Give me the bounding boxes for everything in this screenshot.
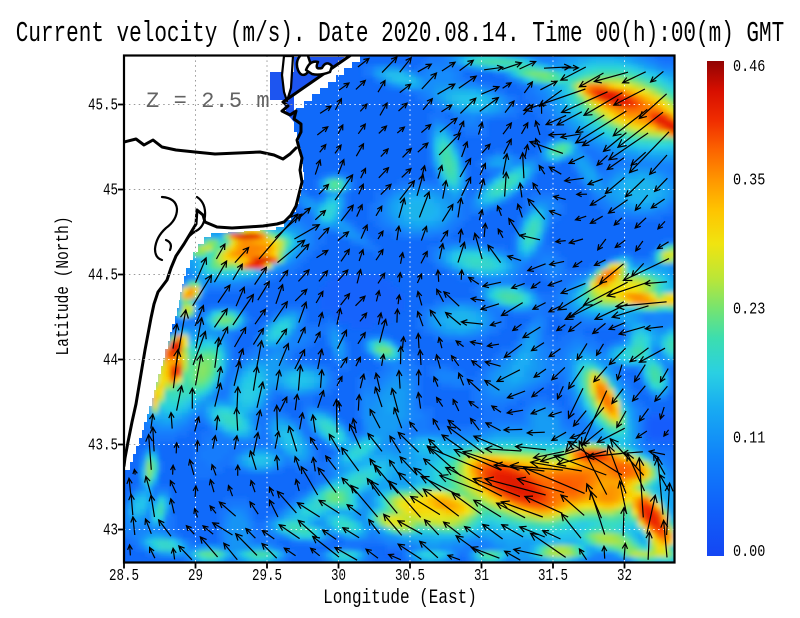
svg-text:Longitude (East): Longitude (East) [323,588,477,610]
svg-text:28.5: 28.5 [109,568,139,586]
svg-text:44.5: 44.5 [88,267,118,285]
svg-text:31: 31 [474,568,489,586]
svg-text:30.5: 30.5 [395,568,425,586]
svg-text:31.5: 31.5 [538,568,568,586]
svg-text:45: 45 [103,182,118,200]
svg-text:29.5: 29.5 [252,568,282,586]
svg-text:0.00: 0.00 [733,542,765,562]
svg-text:45.5: 45.5 [88,97,118,115]
svg-text:43.5: 43.5 [88,437,118,455]
svg-text:Z = 2.5 m: Z = 2.5 m [146,89,270,114]
svg-text:44: 44 [103,352,118,370]
svg-text:0.11: 0.11 [733,428,765,448]
svg-text:30: 30 [331,568,346,586]
svg-text:29: 29 [188,568,203,586]
svg-text:0.46: 0.46 [733,57,765,77]
svg-text:Latitude (North): Latitude (North) [54,216,75,355]
svg-text:32: 32 [617,568,632,586]
svg-text:0.23: 0.23 [733,299,765,319]
svg-text:Current velocity (m/s). Date 2: Current velocity (m/s). Date 2020.08.14.… [16,17,784,50]
svg-text:43: 43 [103,522,118,540]
svg-text:0.35: 0.35 [733,170,765,190]
